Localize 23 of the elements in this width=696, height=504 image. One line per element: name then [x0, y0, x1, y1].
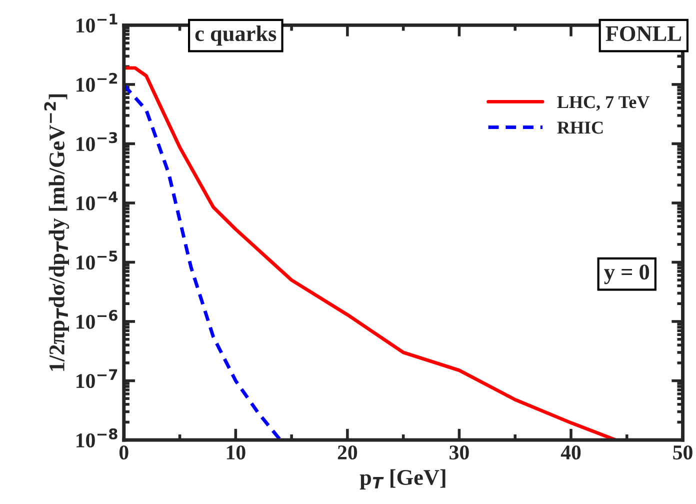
y-tick-label: 10$^{−8}$: [76, 428, 118, 448]
y-tick-label: 10$^{−7}$: [76, 369, 118, 388]
x-tick-label: 20: [338, 445, 358, 460]
y-axis-title: 1/2πp$_{T}$dσ/dp$_{T}$dy [mb/GeV$^{−2}$]: [44, 94, 70, 371]
annotation: FONLL: [606, 26, 681, 42]
y-tick-label: 10$^{−2}$: [76, 72, 117, 92]
annotation: c quarks: [195, 25, 276, 46]
line-series: [124, 83, 282, 440]
y-tick-label: 10$^{−5}$: [76, 250, 118, 270]
y-tick-label: 10$^{−4}$: [76, 191, 118, 210]
x-tick-label: 40: [560, 445, 581, 460]
x-tick-label: 10: [226, 445, 246, 460]
y-tick-label: 10$^{−6}$: [76, 310, 118, 329]
y-tick-label: 10$^{−1}$: [76, 14, 118, 33]
x-axis-title: p$_{T}$ [GeV]: [360, 469, 446, 490]
x-tick-label: 0: [119, 445, 128, 460]
legend-label: RHIC: [557, 122, 603, 134]
y-tick-label: 10$^{−3}$: [76, 132, 118, 152]
line-series: [124, 66, 618, 440]
legend-label: LHC, 7 TeV: [557, 96, 650, 111]
annotation: y = 0: [604, 264, 650, 284]
x-tick-label: 30: [450, 445, 469, 460]
x-tick-label: 50: [673, 445, 692, 460]
